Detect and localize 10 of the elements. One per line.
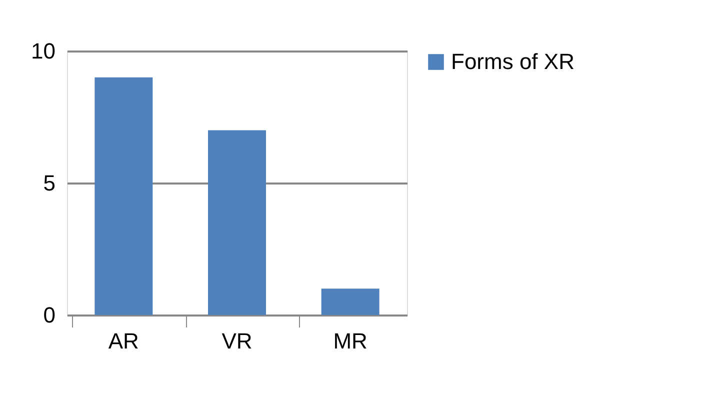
y-tick-label: 10: [31, 38, 56, 64]
bar: [94, 77, 153, 315]
legend-label: Forms of XR: [451, 49, 574, 74]
bar: [208, 130, 266, 315]
x-tick-label: MR: [333, 328, 368, 354]
y-tick-label: 5: [43, 170, 56, 196]
x-tick-label: AR: [108, 328, 139, 354]
bar: [321, 288, 380, 315]
y-tick-label: 0: [43, 302, 56, 328]
x-tick-label: VR: [222, 328, 252, 354]
